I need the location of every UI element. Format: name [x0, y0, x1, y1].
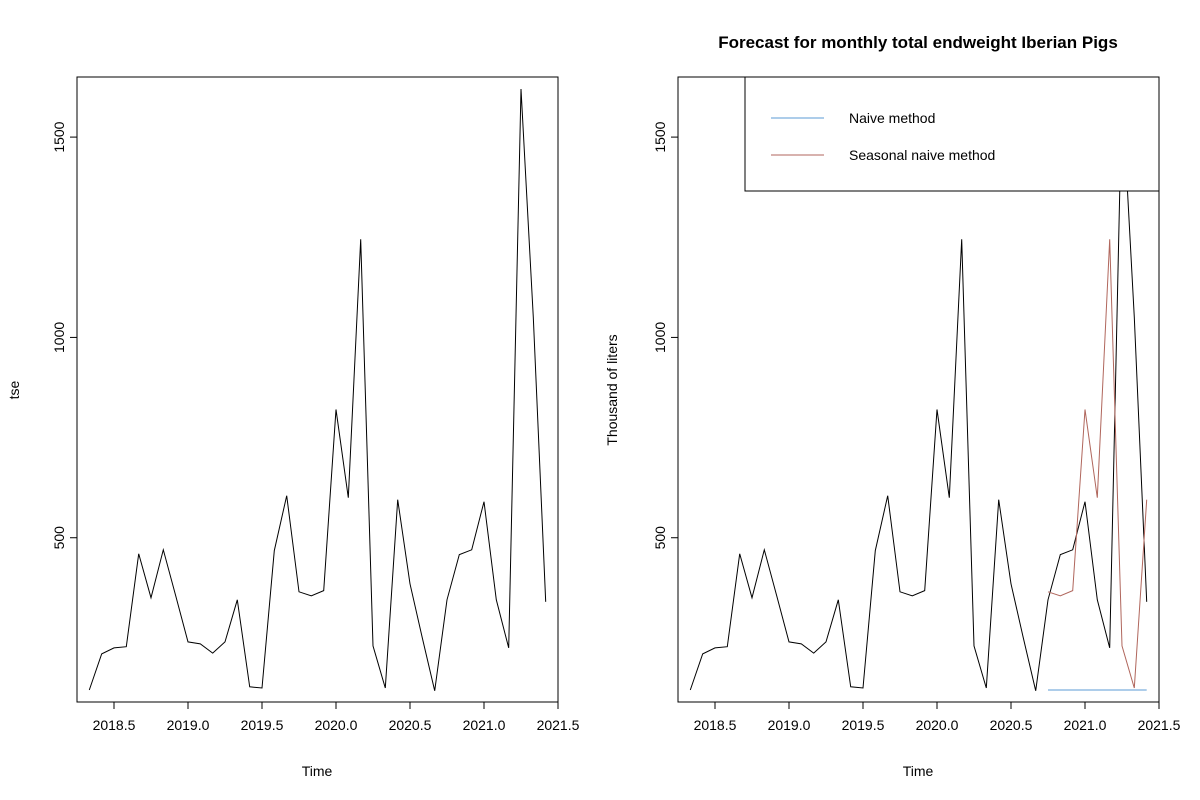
- x-tick-label: 2018.5: [93, 717, 136, 733]
- x-tick-label: 2019.5: [842, 717, 885, 733]
- legend: Naive method Seasonal naive method: [744, 76, 1160, 192]
- seasonal-naive-forecast-line: [1047, 239, 1148, 689]
- x-axis: 2018.5 2019.0 2019.5 2020.0 2020.5 2021.0 2021…: [694, 701, 1181, 733]
- y-tick-label: 1500: [652, 121, 668, 152]
- x-tick-label: 2019.0: [768, 717, 811, 733]
- x-tick-label: 2021.5: [537, 717, 580, 733]
- series-layer: [689, 88, 1148, 691]
- observed-series-line: [689, 88, 1148, 691]
- legend-box: [744, 76, 1160, 192]
- x-tick-label: 2018.5: [694, 717, 737, 733]
- legend-label-seasonal-naive: Seasonal naive method: [849, 147, 995, 163]
- y-axis-title: Thousand of liters: [604, 334, 620, 445]
- y-tick-label: 1000: [652, 322, 668, 353]
- x-axis: 2018.5 2019.0 2019.5 2020.0 2020.5 2021.0 2021…: [93, 701, 580, 733]
- y-tick-label: 1000: [51, 322, 67, 353]
- x-tick-label: 2021.5: [1138, 717, 1181, 733]
- y-tick-label: 1500: [51, 121, 67, 152]
- x-tick-label: 2019.0: [167, 717, 210, 733]
- y-axis-title: tse: [6, 380, 22, 399]
- x-axis-title: Time: [302, 763, 333, 779]
- x-tick-label: 2019.5: [241, 717, 284, 733]
- x-tick-label: 2020.5: [389, 717, 432, 733]
- y-tick-label: 500: [51, 526, 67, 550]
- legend-label-naive: Naive method: [849, 110, 935, 126]
- chart-title: Forecast for monthly total endweight Ibe…: [718, 33, 1118, 52]
- x-tick-label: 2020.0: [315, 717, 358, 733]
- x-tick-label: 2021.0: [463, 717, 506, 733]
- series-layer: [88, 88, 547, 691]
- x-tick-label: 2020.0: [916, 717, 959, 733]
- y-axis: 500 1000 1500: [51, 121, 78, 550]
- x-tick-label: 2021.0: [1064, 717, 1107, 733]
- left-chart: 2018.5 2019.0 2019.5 2020.0 2020.5 2021.0 2021…: [6, 76, 580, 779]
- right-chart: Forecast for monthly total endweight Ibe…: [604, 33, 1181, 779]
- x-axis-title: Time: [903, 763, 934, 779]
- observed-series-line: [88, 88, 547, 691]
- x-tick-label: 2020.5: [990, 717, 1033, 733]
- y-axis: 500 1000 1500: [652, 121, 679, 550]
- y-tick-label: 500: [652, 526, 668, 550]
